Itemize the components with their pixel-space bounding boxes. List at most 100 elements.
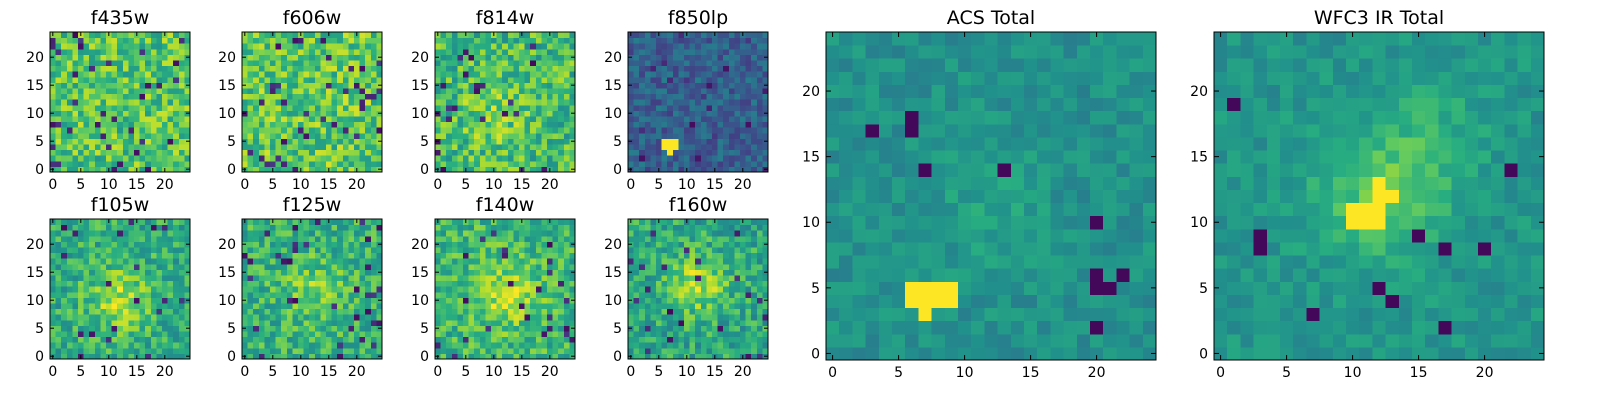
heatmap-cell (281, 65, 288, 72)
heatmap-cell (298, 280, 305, 287)
heatmap-cell (111, 308, 118, 315)
heatmap-cell (72, 93, 79, 100)
heatmap-cell (689, 342, 696, 349)
heatmap-cell (370, 76, 377, 83)
heatmap-cell (491, 286, 498, 293)
heatmap-cell (751, 342, 758, 349)
heatmap-cell (689, 308, 696, 315)
heatmap-cell (745, 37, 752, 44)
heatmap-cell (672, 166, 679, 173)
heatmap-cell (745, 347, 752, 354)
heatmap-cell (451, 263, 458, 270)
heatmap-cell (117, 275, 124, 282)
heatmap-cell (524, 48, 531, 55)
heatmap-cell (502, 325, 509, 332)
heatmap-cell (314, 303, 321, 310)
heatmap-cell (740, 138, 747, 145)
heatmap-cell (463, 104, 470, 111)
heatmap-cell (723, 121, 730, 128)
heatmap-cell (552, 347, 559, 354)
heatmap-cell (314, 160, 321, 167)
heatmap-cell (547, 144, 554, 151)
heatmap-cell (491, 331, 498, 338)
heatmap-cell (530, 99, 537, 106)
heatmap-cell (331, 88, 338, 95)
heatmap-cell (326, 93, 333, 100)
heatmap-cell (320, 241, 327, 248)
heatmap-cell (281, 303, 288, 310)
heatmap-cell (756, 325, 763, 332)
heatmap-cell (264, 88, 271, 95)
heatmap-cell (740, 60, 747, 67)
heatmap-cell (365, 99, 372, 106)
heatmap-cell (167, 308, 174, 315)
heatmap-cell (173, 291, 180, 298)
heatmap-cell (700, 32, 707, 39)
heatmap-cell (558, 297, 565, 304)
heatmap-cell (672, 325, 679, 332)
heatmap-cell (292, 286, 299, 293)
heatmap-cell (264, 132, 271, 139)
heatmap-cell (258, 280, 265, 287)
heatmap-cell (723, 160, 730, 167)
heatmap-cell (128, 110, 135, 117)
heatmap-cell (128, 37, 135, 44)
heatmap-cell (740, 144, 747, 151)
heatmap-cell (667, 99, 674, 106)
heatmap-cell (633, 138, 640, 145)
heatmap-cell (535, 54, 542, 61)
heatmap-cell (639, 353, 646, 360)
heatmap-cell (359, 263, 366, 270)
heatmap-cell (376, 116, 383, 123)
heatmap-cell (446, 54, 453, 61)
heatmap-cell (496, 110, 503, 117)
heatmap-cell (474, 88, 481, 95)
heatmap-cell (451, 37, 458, 44)
heatmap-cell (122, 331, 129, 338)
y-tick-label: 20 (218, 237, 236, 253)
heatmap-cell (446, 286, 453, 293)
heatmap-cell (331, 37, 338, 44)
heatmap-cell (281, 93, 288, 100)
heatmap-cell (320, 71, 327, 78)
heatmap-cell (728, 160, 735, 167)
heatmap-cell (66, 303, 73, 310)
heatmap-cell (145, 93, 152, 100)
heatmap-cell (72, 138, 79, 145)
heatmap-cell (365, 314, 372, 321)
heatmap-cell (541, 331, 548, 338)
heatmap-cell (134, 48, 141, 55)
heatmap-cell (253, 37, 260, 44)
heatmap-cell (94, 71, 101, 78)
heatmap-cell (656, 286, 663, 293)
heatmap-cell (83, 336, 90, 343)
heatmap-cell (712, 314, 719, 321)
heatmap-cell (150, 342, 157, 349)
heatmap-cell (446, 166, 453, 173)
heatmap-cell (314, 241, 321, 248)
heatmap-cell (320, 336, 327, 343)
heatmap-cell (507, 82, 514, 89)
heatmap-cell (342, 325, 349, 332)
heatmap-cell (734, 65, 741, 72)
heatmap-cell (485, 93, 492, 100)
heatmap-cell (184, 116, 191, 123)
heatmap-cell (173, 230, 180, 237)
heatmap-cell (644, 297, 651, 304)
heatmap-cell (667, 155, 674, 162)
heatmap-cell (320, 99, 327, 106)
heatmap-cell (72, 275, 79, 282)
heatmap-cell (740, 110, 747, 117)
heatmap-cell (491, 65, 498, 72)
heatmap-cell (292, 235, 299, 242)
heatmap-cell (552, 32, 559, 39)
heatmap-cell (513, 82, 520, 89)
heatmap-cell (751, 32, 758, 39)
heatmap-cell (83, 54, 90, 61)
heatmap-cell (700, 43, 707, 50)
heatmap-cell (468, 166, 475, 173)
heatmap-cell (72, 104, 79, 111)
heatmap-cell (122, 71, 129, 78)
heatmap-cell (457, 353, 464, 360)
heatmap-cell (678, 116, 685, 123)
